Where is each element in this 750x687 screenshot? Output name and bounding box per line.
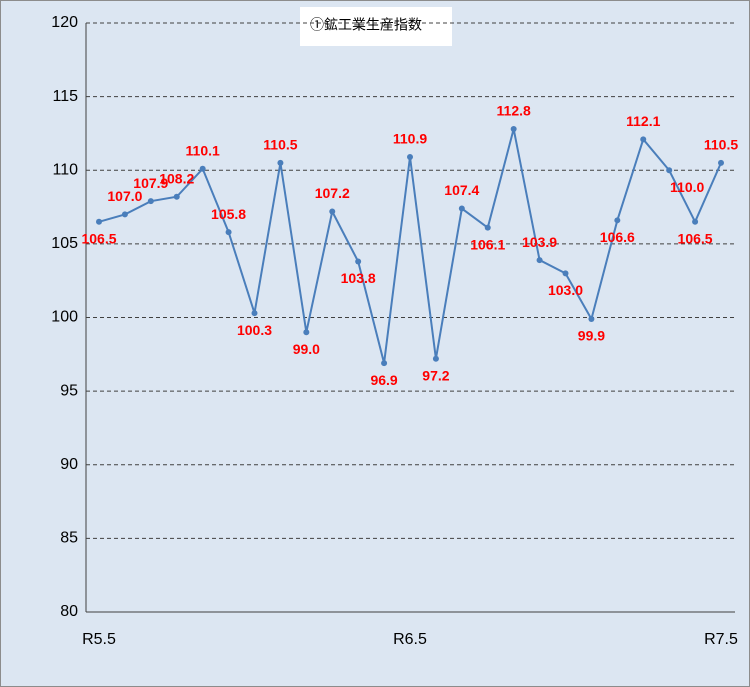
y-tick-label: 110	[52, 161, 78, 178]
point	[562, 270, 569, 277]
data-label: 110.0	[670, 179, 704, 195]
data-label: 110.5	[704, 137, 738, 153]
point	[432, 355, 439, 362]
data-label: 96.9	[370, 372, 397, 388]
data-label: 107.0	[107, 188, 142, 204]
point	[484, 224, 491, 231]
point	[718, 159, 724, 166]
x-tick-label: R5.5	[82, 631, 116, 648]
point	[666, 167, 673, 174]
point	[640, 136, 647, 143]
point	[277, 159, 284, 166]
data-label: 103.0	[548, 282, 583, 298]
data-label: 99.9	[578, 328, 605, 344]
data-label: 108.2	[159, 170, 194, 186]
point	[407, 153, 413, 160]
point	[329, 208, 336, 215]
point	[121, 211, 128, 218]
point	[381, 360, 388, 367]
point	[147, 198, 154, 205]
chart-title: ①鉱工業生産指数	[310, 17, 422, 33]
data-label: 103.9	[522, 234, 557, 250]
x-tick-label: R7.5	[704, 631, 738, 648]
y-tick-label: 115	[52, 88, 78, 105]
point	[510, 126, 517, 133]
y-tick-label: 100	[51, 309, 78, 326]
point	[355, 258, 362, 265]
point	[614, 217, 621, 224]
data-label: 110.1	[186, 142, 220, 158]
point	[96, 218, 102, 225]
data-label: 110.9	[393, 131, 427, 147]
data-label: 106.5	[678, 230, 713, 246]
point	[199, 165, 206, 172]
point	[536, 257, 543, 264]
y-tick-label: 90	[60, 456, 78, 473]
data-label: 107.2	[315, 185, 350, 201]
point	[588, 315, 595, 322]
data-label: 107.9	[133, 175, 168, 191]
data-label: 100.3	[237, 322, 272, 338]
point	[251, 310, 258, 317]
y-tick-label: 120	[51, 14, 78, 31]
y-tick-label: 85	[60, 530, 78, 547]
y-tick-label: 105	[51, 235, 78, 252]
data-label: 106.6	[600, 229, 635, 245]
data-label: 107.4	[444, 182, 479, 198]
data-label: 106.1	[470, 236, 505, 252]
x-tick-label: R6.5	[393, 631, 427, 648]
y-tick-label: 80	[60, 603, 78, 620]
point	[173, 193, 180, 200]
point	[303, 329, 310, 336]
data-label: 99.0	[293, 341, 320, 357]
title-box	[300, 7, 452, 46]
point	[692, 218, 699, 225]
data-label: 97.2	[422, 367, 449, 383]
data-label: 112.1	[626, 113, 660, 129]
data-label: 112.8	[497, 103, 531, 119]
point	[458, 205, 465, 212]
data-label: 103.8	[341, 270, 376, 286]
data-label: 106.5	[81, 230, 116, 246]
data-label: 105.8	[211, 206, 246, 222]
data-label: 110.5	[263, 137, 297, 153]
y-tick-label: 95	[60, 382, 78, 399]
point	[225, 229, 232, 236]
